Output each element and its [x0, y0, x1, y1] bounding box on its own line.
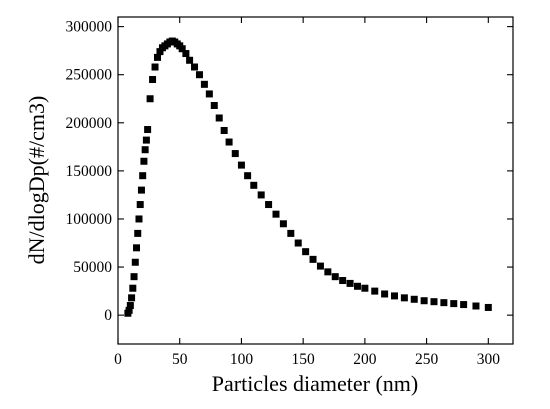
data-point	[151, 63, 159, 71]
data-point	[250, 181, 258, 189]
data-point	[146, 95, 154, 103]
y-tick-label: 0	[104, 307, 112, 324]
y-tick-label: 100000	[66, 211, 113, 228]
data-point	[220, 126, 228, 134]
y-tick-label: 200000	[66, 115, 113, 132]
data-point	[125, 306, 133, 314]
data-point	[324, 268, 332, 276]
data-point	[131, 258, 139, 266]
data-point	[391, 292, 398, 300]
plot-frame	[117, 16, 514, 345]
x-tick-label: 200	[353, 351, 377, 368]
data-point	[225, 138, 233, 146]
data-point	[309, 255, 317, 263]
data-point	[200, 80, 208, 88]
data-point	[420, 297, 428, 305]
data-point	[210, 101, 218, 109]
data-point	[215, 114, 223, 122]
data-point	[136, 201, 144, 209]
y-tick-label: 250000	[66, 67, 113, 84]
data-point	[450, 300, 458, 308]
data-point	[137, 186, 145, 194]
y-tick-label: 50000	[73, 259, 112, 276]
data-point	[472, 302, 480, 310]
x-axis-ticks: 0 50 100 150 200 250 300	[114, 17, 500, 368]
data-point	[126, 302, 134, 310]
x-axis-title: Particles diameter (nm)	[212, 371, 418, 396]
y-axis-title: dN/dlogDp(#/cm3)	[24, 96, 49, 265]
x-tick-label: 300	[477, 351, 501, 368]
data-point	[430, 298, 438, 306]
data-point	[134, 229, 142, 237]
x-tick-label: 0	[114, 351, 122, 368]
data-point	[361, 284, 369, 292]
data-point	[231, 150, 239, 158]
x-tick-label: 100	[230, 351, 254, 368]
data-point	[279, 220, 287, 228]
data-point	[195, 71, 203, 79]
data-point	[244, 172, 252, 180]
data-point	[302, 248, 310, 256]
data-point	[287, 229, 295, 237]
data-point	[141, 146, 149, 154]
x-tick-label: 250	[415, 351, 439, 368]
data-point	[294, 239, 302, 247]
data-point	[186, 56, 194, 64]
data-point	[353, 282, 361, 290]
data-point	[381, 290, 389, 298]
data-point	[135, 215, 143, 223]
data-point	[371, 287, 379, 295]
data-point	[257, 191, 265, 199]
data-point	[316, 262, 324, 270]
data-point	[400, 294, 408, 302]
data-point	[191, 63, 199, 71]
data-point	[237, 161, 245, 169]
data-point	[440, 299, 448, 307]
data-point	[178, 45, 186, 53]
data-point	[339, 277, 347, 285]
y-axis-ticks: 0 50000 100000 150000 200000 250000 300000	[66, 19, 513, 324]
data-point	[133, 244, 141, 252]
data-point	[140, 157, 148, 165]
data-point	[139, 172, 147, 180]
data-points	[124, 37, 492, 317]
data-point	[272, 210, 280, 218]
data-point	[129, 284, 137, 292]
data-point	[144, 126, 152, 134]
data-point	[128, 294, 136, 302]
data-point	[346, 279, 354, 287]
data-point	[149, 76, 157, 84]
data-point	[484, 303, 492, 311]
y-tick-label: 150000	[66, 163, 113, 180]
data-point	[156, 48, 164, 56]
data-point	[154, 53, 161, 61]
data-point	[410, 295, 418, 303]
data-point	[205, 90, 213, 98]
x-tick-label: 150	[292, 351, 316, 368]
data-point	[460, 301, 468, 309]
data-point	[265, 201, 273, 209]
data-point	[182, 50, 190, 58]
y-tick-label: 300000	[66, 19, 113, 36]
x-tick-label: 50	[172, 351, 188, 368]
data-point	[142, 136, 150, 144]
data-point	[331, 273, 339, 281]
data-point	[130, 273, 138, 281]
